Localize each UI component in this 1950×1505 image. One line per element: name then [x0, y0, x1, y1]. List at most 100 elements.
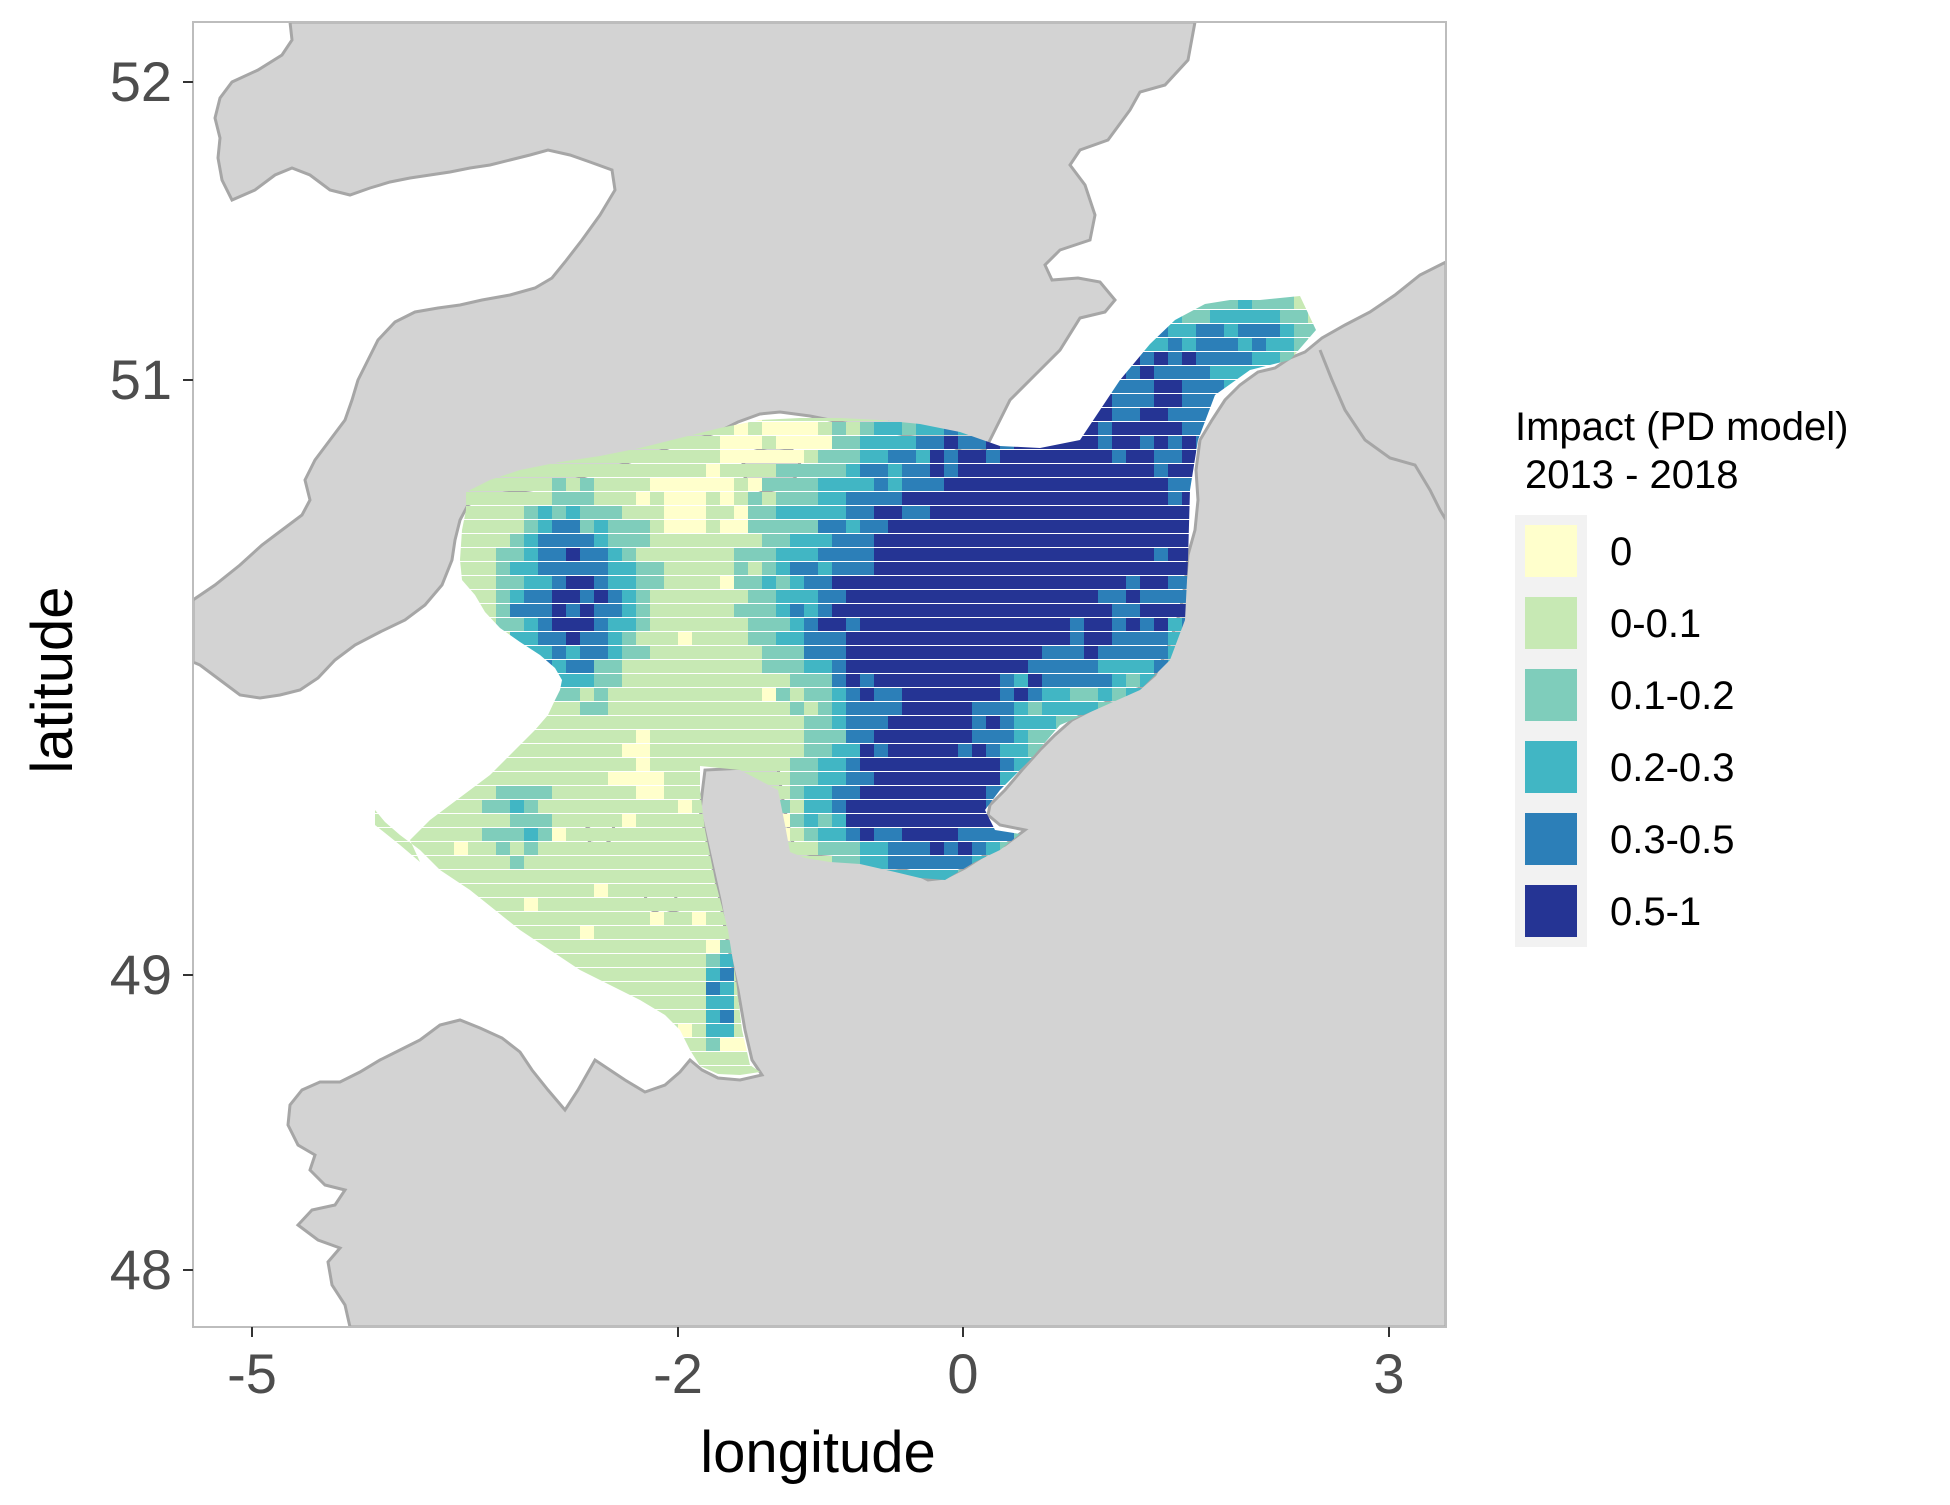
impact-cell	[846, 730, 860, 743]
legend-label: 0.1-0.2	[1610, 674, 1735, 718]
impact-cell	[860, 520, 874, 533]
impact-cell	[608, 940, 622, 953]
impact-cell	[1000, 730, 1014, 743]
impact-cell	[692, 744, 706, 757]
impact-cell	[958, 492, 972, 505]
impact-cell	[552, 912, 566, 925]
impact-cell	[888, 450, 902, 463]
impact-cell	[1098, 478, 1112, 491]
impact-cell	[944, 702, 958, 715]
impact-cell	[748, 464, 762, 477]
impact-cell	[566, 926, 580, 939]
impact-cell	[706, 1066, 720, 1075]
impact-cell	[958, 604, 972, 617]
impact-cell	[846, 576, 860, 589]
impact-cell	[496, 478, 510, 491]
impact-cell	[958, 856, 972, 869]
impact-cell	[818, 674, 832, 687]
impact-cell	[1000, 688, 1014, 701]
impact-cell	[888, 646, 902, 659]
impact-cell	[1168, 408, 1182, 421]
impact-cell	[972, 786, 986, 799]
impact-cell	[1154, 408, 1168, 421]
impact-cell	[636, 632, 650, 645]
impact-cell	[538, 646, 552, 659]
impact-cell	[454, 842, 468, 855]
impact-cell	[720, 520, 734, 533]
impact-cell	[720, 1010, 734, 1023]
impact-cell	[720, 478, 734, 491]
impact-cell	[664, 688, 678, 701]
impact-cell	[972, 534, 986, 547]
impact-cell	[1098, 464, 1112, 477]
impact-cell	[860, 730, 874, 743]
impact-cell	[580, 492, 594, 505]
impact-cell	[1098, 408, 1112, 421]
impact-cell	[594, 646, 608, 659]
impact-cell	[972, 632, 986, 645]
impact-cell	[538, 772, 552, 785]
impact-cell	[776, 660, 790, 673]
impact-cell	[818, 716, 832, 729]
impact-cell	[1070, 506, 1084, 519]
impact-cell	[692, 884, 706, 897]
impact-cell	[580, 646, 594, 659]
impact-cell	[552, 884, 566, 897]
impact-cell	[538, 842, 552, 855]
impact-cell	[930, 674, 944, 687]
impact-cell	[1140, 394, 1154, 407]
impact-cell	[482, 884, 496, 897]
impact-cell	[902, 730, 916, 743]
impact-cell	[1168, 562, 1182, 575]
legend-items: 00-0.10.1-0.20.2-0.30.3-0.50.5-1	[1525, 525, 1735, 937]
impact-cell	[664, 940, 678, 953]
impact-cell	[1084, 660, 1098, 673]
impact-cell	[888, 786, 902, 799]
impact-cell	[1126, 576, 1140, 589]
impact-cell	[706, 940, 720, 953]
impact-cell	[1182, 324, 1196, 337]
impact-cell	[468, 492, 482, 505]
impact-cell	[510, 478, 524, 491]
impact-cell	[524, 478, 538, 491]
impact-cell	[552, 758, 566, 771]
impact-cell	[1168, 492, 1182, 505]
legend-label: 0.5-1	[1610, 890, 1701, 934]
impact-cell	[496, 492, 510, 505]
impact-cell	[580, 926, 594, 939]
impact-cell	[1084, 534, 1098, 547]
impact-cell	[538, 618, 552, 631]
impact-cell	[916, 814, 930, 827]
impact-cell	[622, 618, 636, 631]
impact-cell	[650, 744, 664, 757]
impact-cell	[580, 632, 594, 645]
impact-cell	[678, 940, 692, 953]
impact-cell	[860, 534, 874, 547]
impact-cell	[538, 506, 552, 519]
impact-cell	[426, 828, 440, 841]
impact-cell	[846, 646, 860, 659]
impact-cell	[734, 744, 748, 757]
legend-swatch	[1525, 813, 1577, 865]
impact-cell	[566, 576, 580, 589]
x-tick-label: -5	[227, 1342, 277, 1405]
impact-cell	[1126, 604, 1140, 617]
impact-cell	[832, 674, 846, 687]
impact-cell	[580, 506, 594, 519]
impact-cell	[944, 786, 958, 799]
impact-cell	[608, 884, 622, 897]
impact-cell	[902, 618, 916, 631]
impact-cell	[678, 1010, 692, 1023]
impact-cell	[454, 870, 468, 883]
impact-cell	[664, 996, 678, 1009]
impact-cell	[1196, 380, 1210, 393]
impact-cell	[608, 604, 622, 617]
impact-cell	[1140, 506, 1154, 519]
impact-cell	[762, 422, 776, 435]
impact-cell	[1014, 492, 1028, 505]
impact-cell	[692, 730, 706, 743]
impact-cell	[1042, 688, 1056, 701]
impact-cell	[1070, 562, 1084, 575]
impact-cell	[1000, 464, 1014, 477]
impact-cell	[594, 618, 608, 631]
